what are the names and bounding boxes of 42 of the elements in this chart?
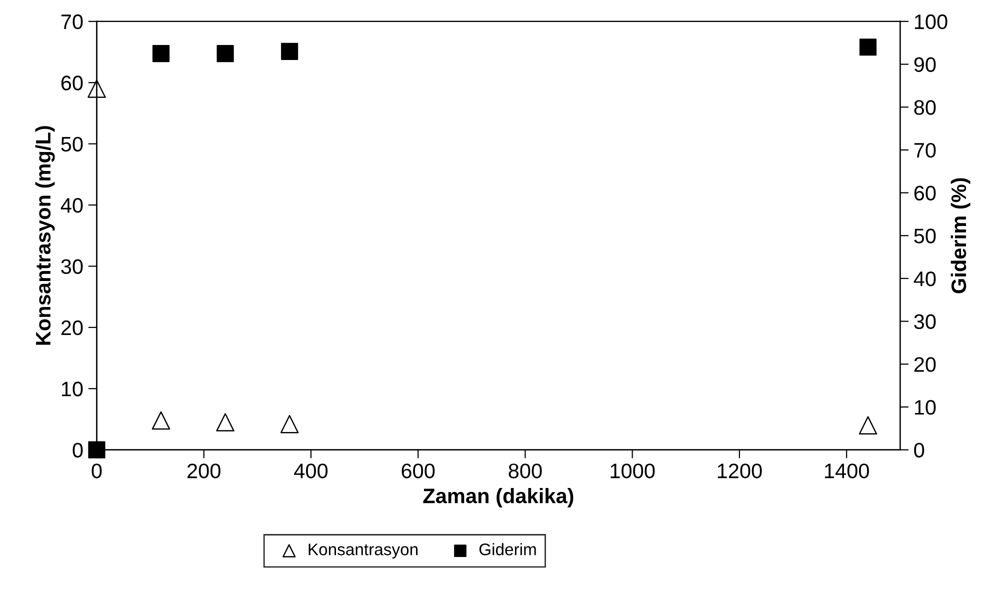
y2-tick-label: 60 (914, 186, 936, 201)
y2-tick-label: 0 (914, 442, 924, 458)
y-tick-label: 0 (72, 442, 83, 458)
point (859, 38, 877, 56)
point (216, 413, 234, 432)
x-tick-label: 400 (294, 464, 328, 478)
y2-tick-label: 20 (914, 357, 936, 372)
y2-tick-label: 80 (914, 100, 936, 115)
point (280, 414, 299, 434)
y2-tick-label: 50 (914, 228, 936, 244)
y2-tick-label: 70 (914, 142, 936, 158)
legend-label: Konsantrasyon (308, 544, 418, 559)
y-axis-title: Konsantrasyon (mg/L) (35, 126, 55, 345)
x-tick-label: 1200 (718, 464, 762, 478)
point (152, 45, 170, 62)
y-tick-label: 50 (61, 136, 83, 152)
point (152, 411, 170, 430)
point (88, 441, 106, 458)
y-tick-label: 60 (61, 76, 83, 90)
y2-tick-label: 30 (914, 314, 936, 330)
y2-axis-title: Giderim (%) (950, 178, 970, 294)
y2-tick-label: 90 (914, 57, 936, 72)
point (88, 80, 106, 98)
y2-tick-label: 10 (914, 400, 936, 415)
y-tick-label: 40 (60, 198, 83, 213)
x-tick-label: 600 (402, 464, 435, 478)
y2-tick-label: 100 (914, 14, 948, 30)
x-axis-title: Zaman (dakika) (423, 488, 574, 508)
x-tick-label: 800 (508, 464, 542, 478)
point (281, 42, 298, 60)
point (216, 45, 234, 62)
point (858, 416, 878, 434)
x-tick-label: 200 (188, 464, 220, 478)
y-tick-label: 70 (61, 14, 83, 30)
y-tick-label: 30 (61, 259, 83, 274)
x-tick-label: 1000 (610, 464, 655, 478)
x-tick-label: 0 (92, 464, 102, 478)
legend-label: Giderim (479, 543, 536, 556)
y2-tick-label: 40 (914, 271, 936, 286)
x-tick-label: 1400 (825, 464, 869, 478)
y-tick-label: 20 (61, 320, 83, 336)
y-tick-label: 10 (62, 382, 83, 396)
